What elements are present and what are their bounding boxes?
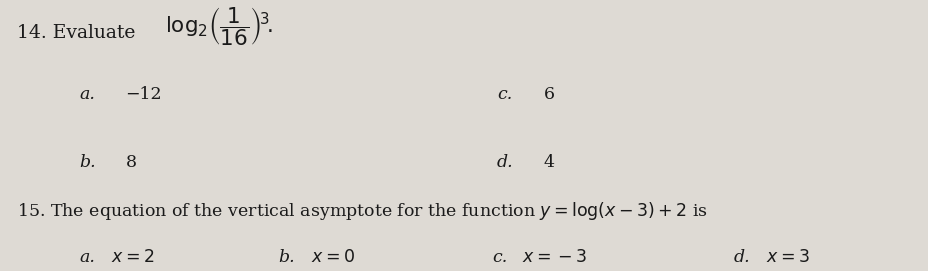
Text: a.: a. <box>79 86 95 103</box>
Text: $x=2$: $x=2$ <box>111 249 155 266</box>
Text: 6: 6 <box>543 86 554 103</box>
Text: 8: 8 <box>125 154 136 171</box>
Text: a.: a. <box>79 249 95 266</box>
Text: 15. The equation of the vertical asymptote for the function $y = \log(x-3)+2$ is: 15. The equation of the vertical asympto… <box>17 200 706 222</box>
Text: b.: b. <box>278 249 295 266</box>
Text: c.: c. <box>496 86 511 103</box>
Text: d.: d. <box>496 154 513 171</box>
Text: 14. Evaluate: 14. Evaluate <box>17 24 141 41</box>
Text: 4: 4 <box>543 154 554 171</box>
Text: d.: d. <box>733 249 750 266</box>
Text: $x=3$: $x=3$ <box>766 249 809 266</box>
Text: $\log_2\!\left(\dfrac{1}{16}\right)^{\!3}\!.$: $\log_2\!\left(\dfrac{1}{16}\right)^{\!3… <box>165 6 273 49</box>
Text: −12: −12 <box>125 86 161 103</box>
Text: c.: c. <box>492 249 507 266</box>
Text: $x=-3$: $x=-3$ <box>522 249 586 266</box>
Text: $x=0$: $x=0$ <box>311 249 354 266</box>
Text: b.: b. <box>79 154 96 171</box>
